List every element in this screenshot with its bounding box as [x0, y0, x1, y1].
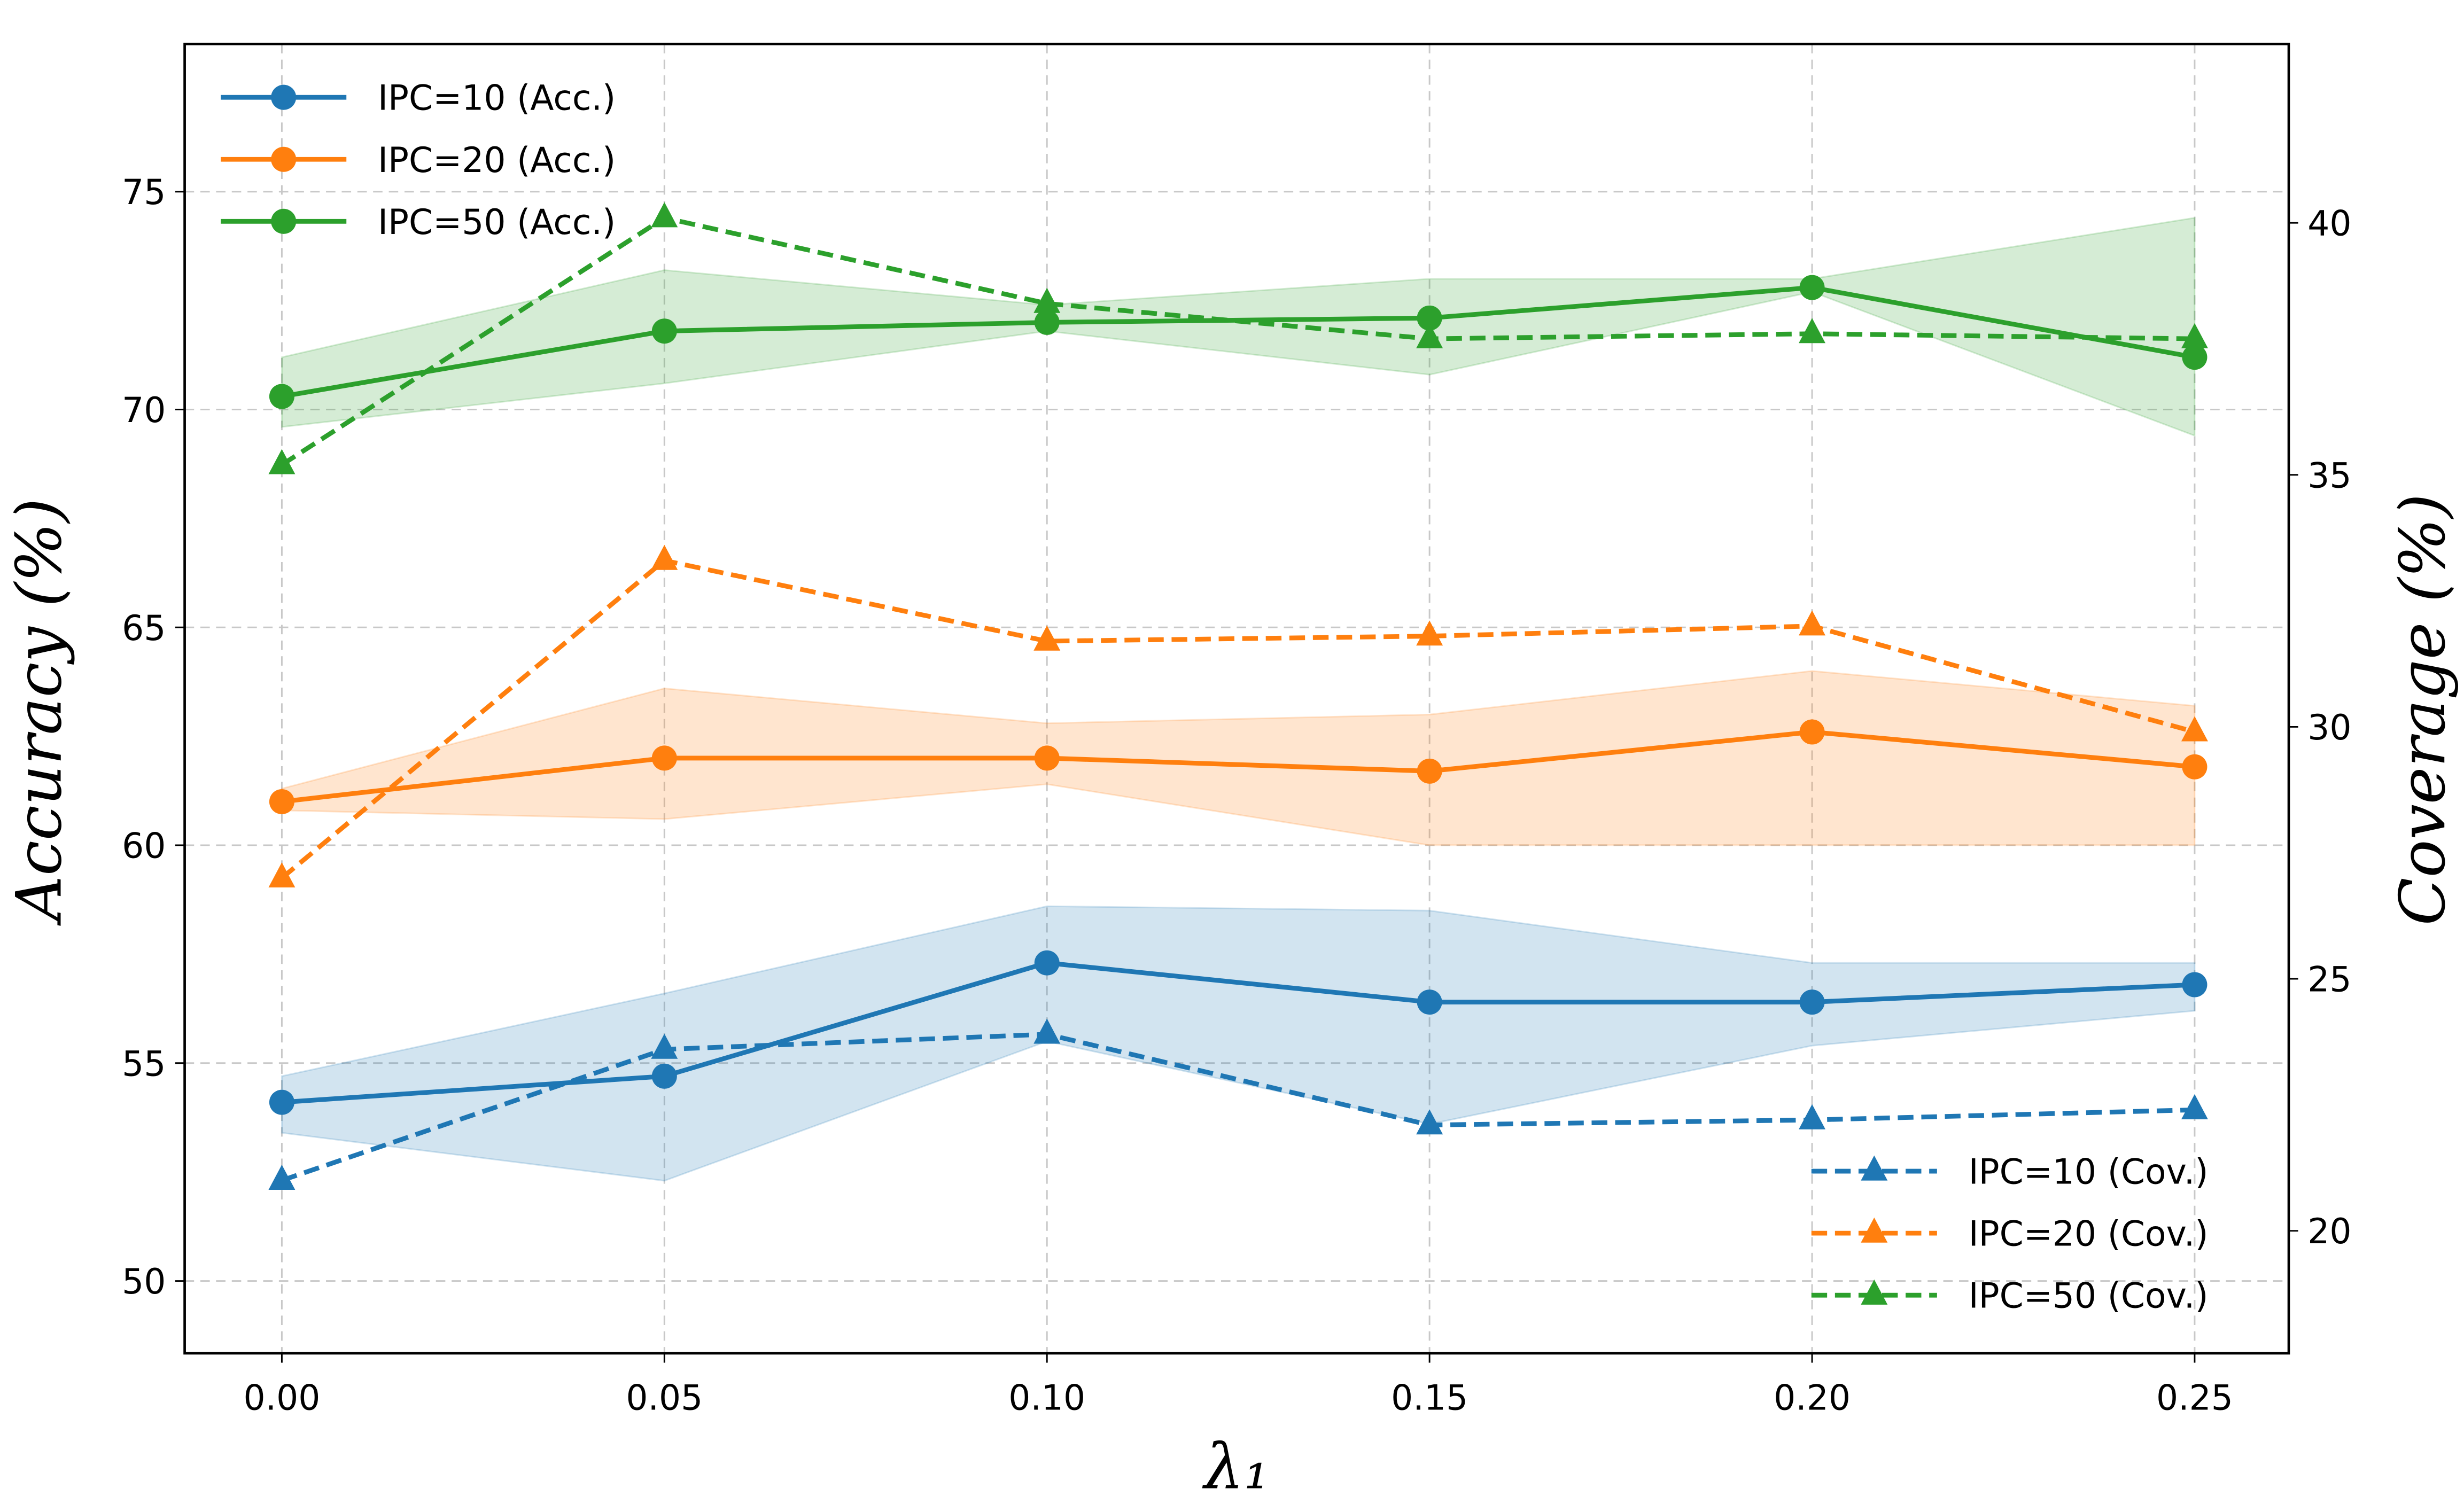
data-point — [651, 1063, 677, 1089]
y-tick-label: 55 — [122, 1044, 166, 1084]
legend-entry: IPC=50 (Cov.) — [1811, 1276, 2209, 1316]
data-point — [269, 384, 294, 409]
y-tick-label: 70 — [122, 391, 166, 431]
y-axis-label: Accuracy (%) — [2, 498, 75, 925]
x-tick-label: 0.15 — [1391, 1378, 1468, 1419]
data-point — [1033, 625, 1061, 651]
data-point — [651, 544, 678, 570]
x-axis-label: λ₁ — [1202, 1430, 1270, 1503]
data-point — [2182, 754, 2208, 780]
data-point — [1799, 610, 1826, 636]
data-point — [268, 862, 296, 888]
legend-marker — [1861, 1279, 1888, 1305]
legend-marker — [271, 208, 297, 234]
data-point — [1799, 989, 1825, 1015]
legend-label: IPC=20 (Cov.) — [1969, 1214, 2209, 1254]
data-point — [1034, 950, 1060, 976]
y-right-tick-label: 40 — [2307, 204, 2351, 244]
data-point — [2182, 972, 2208, 998]
legend-label: IPC=50 (Acc.) — [378, 202, 616, 243]
x-tick-label: 0.10 — [1008, 1378, 1085, 1419]
data-point — [2182, 345, 2208, 370]
data-point — [651, 1033, 678, 1059]
legend-marker — [1861, 1155, 1888, 1181]
data-point — [1416, 323, 1443, 348]
ticks: 0.00 0.05 0.10 0.15 0.20 0.25 50 55 60 65 70 75 20 25… — [122, 173, 2351, 1418]
data-point — [1033, 1018, 1061, 1044]
data-point — [1799, 719, 1825, 745]
series-line — [280, 558, 2196, 880]
series-line — [281, 215, 2195, 467]
x-tick-label: 0.05 — [626, 1378, 703, 1419]
legend-entry: IPC=20 (Acc.) — [221, 141, 616, 181]
legend-entry: IPC=20 (Cov.) — [1811, 1214, 2209, 1254]
legend-entry: IPC=10 (Cov.) — [1811, 1152, 2209, 1193]
y-tick-label: 50 — [122, 1262, 166, 1302]
data-point — [1416, 1109, 1443, 1135]
legend-label: IPC=50 (Cov.) — [1969, 1276, 2209, 1316]
data-point — [268, 449, 296, 474]
y-tick-label: 65 — [122, 609, 166, 649]
confidence-band — [281, 905, 2196, 1182]
grid — [184, 44, 2289, 1353]
data-point — [1417, 758, 1442, 784]
y-right-tick-label: 30 — [2307, 708, 2351, 748]
data-point — [2181, 1094, 2208, 1119]
y-tick-label: 60 — [122, 827, 166, 867]
series-line — [282, 960, 2195, 1105]
data-point — [651, 745, 677, 771]
data-point — [2181, 716, 2208, 742]
confidence-bands — [281, 216, 2196, 1182]
legend-label: IPC=20 (Acc.) — [378, 141, 616, 181]
y-right-tick-label: 35 — [2307, 456, 2351, 496]
legend-label: IPC=10 (Cov.) — [1969, 1152, 2209, 1193]
data-point — [1417, 305, 1442, 331]
data-point — [1799, 275, 1825, 300]
data-point — [651, 202, 678, 228]
data-point — [269, 789, 294, 814]
data-point — [651, 318, 677, 344]
data-point — [1799, 1104, 1826, 1129]
x-tick-label: 0.25 — [2156, 1378, 2233, 1419]
y-tick-label: 75 — [122, 173, 166, 213]
x-tick-label: 0.00 — [243, 1378, 320, 1419]
data-point — [268, 1164, 296, 1190]
plot-frame — [183, 42, 2290, 1355]
y-axis-right-label: Coverage (%) — [2386, 494, 2459, 925]
legend-marker — [1861, 1217, 1888, 1243]
series-lines — [268, 202, 2208, 1190]
data-point — [1033, 287, 1061, 313]
data-point — [1034, 309, 1060, 335]
legend-marker — [271, 146, 297, 172]
confidence-band — [281, 216, 2196, 437]
legends: IPC=10 (Acc.) IPC=20 (Acc.) IPC=50 (Acc.) I… — [221, 79, 2209, 1316]
y-right-tick-label: 25 — [2307, 960, 2351, 1000]
confidence-band — [281, 670, 2196, 846]
data-point — [1417, 989, 1442, 1015]
legend-entry: IPC=10 (Acc.) — [221, 79, 616, 119]
data-point — [1799, 318, 1826, 344]
data-point — [269, 1089, 294, 1115]
y-right-tick-label: 20 — [2307, 1212, 2351, 1252]
data-point — [1034, 745, 1060, 771]
legend-entry: IPC=50 (Acc.) — [221, 202, 616, 243]
legend-label: IPC=10 (Acc.) — [378, 79, 616, 119]
legend-marker — [271, 84, 297, 110]
x-tick-label: 0.20 — [1774, 1378, 1851, 1419]
data-point — [1416, 620, 1443, 646]
series-line — [281, 1032, 2195, 1183]
series-line — [281, 729, 2195, 804]
data-point — [2181, 323, 2208, 348]
